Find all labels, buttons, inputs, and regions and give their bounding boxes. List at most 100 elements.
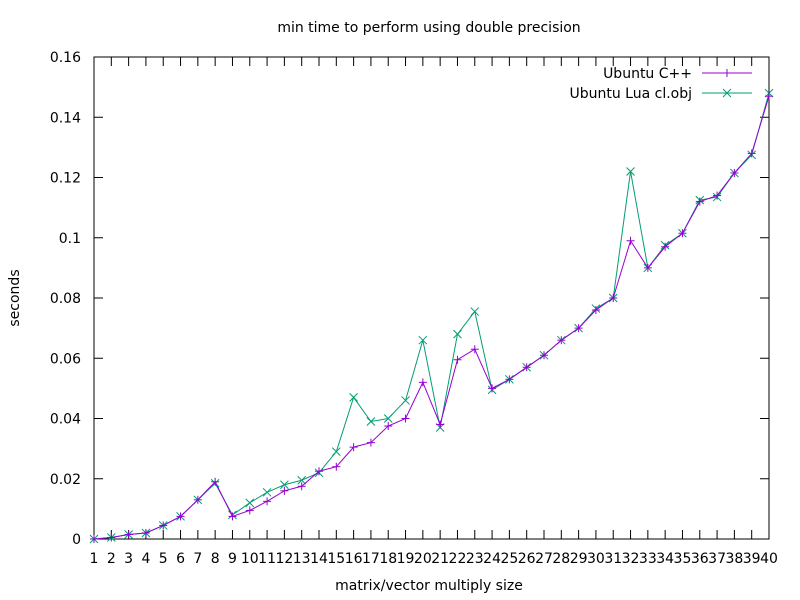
x-tick-label: 24 — [483, 551, 501, 567]
legend-label: Ubuntu C++ — [603, 66, 692, 82]
data-point — [401, 396, 410, 405]
x-axis-title: matrix/vector multiply size — [335, 578, 523, 594]
x-tick-label: 34 — [656, 551, 674, 567]
x-tick-label: 13 — [293, 551, 311, 567]
x-tick-label: 30 — [587, 551, 605, 567]
data-point — [124, 530, 133, 539]
x-tick-label: 39 — [743, 551, 761, 567]
x-tick-label: 10 — [241, 551, 259, 567]
legend-marker — [722, 88, 732, 98]
x-tick-label: 26 — [518, 551, 536, 567]
x-tick-label: 23 — [466, 551, 484, 567]
series-0 — [90, 92, 773, 543]
data-point — [695, 197, 704, 206]
data-point — [436, 420, 445, 429]
x-tick-label: 2 — [107, 551, 116, 567]
data-point — [591, 306, 600, 315]
data-point — [453, 355, 462, 364]
data-point — [297, 475, 307, 485]
data-point — [643, 263, 652, 272]
data-point — [262, 487, 272, 497]
x-tick-label: 21 — [431, 551, 449, 567]
y-tick-label: 0.16 — [50, 50, 81, 66]
y-tick-label: 0.1 — [59, 231, 81, 247]
y-axis: 0 0.02 0.04 0.06 0.08 0.1 0.12 0.14 0.16 — [50, 50, 769, 548]
data-point — [297, 482, 306, 491]
legend-label: Ubuntu Lua cl.obj — [569, 86, 692, 102]
x-tick-label: 7 — [193, 551, 202, 567]
x-tick-label: 5 — [159, 551, 168, 567]
data-point — [488, 384, 497, 393]
data-point — [332, 462, 341, 471]
data-point — [315, 467, 323, 476]
data-point — [384, 422, 393, 431]
x-tick-label: 11 — [258, 551, 276, 567]
x-tick-label: 25 — [500, 551, 518, 567]
data-point — [678, 229, 687, 238]
legend: Ubuntu C++ Ubuntu Lua cl.obj — [569, 66, 752, 102]
data-point — [401, 414, 410, 423]
y-tick-label: 0.06 — [50, 351, 81, 367]
x-tick-label: 19 — [397, 551, 415, 567]
series-line-0 — [93, 96, 770, 540]
data-point — [522, 363, 531, 372]
data-point — [245, 506, 254, 515]
x-tick-label: 31 — [604, 551, 622, 567]
data-point — [505, 375, 514, 384]
data-point — [331, 447, 341, 456]
data-point — [661, 242, 670, 251]
y-tick-label: 0.08 — [50, 291, 81, 307]
x-tick-label: 29 — [570, 551, 588, 567]
x-tick-label: 32 — [622, 551, 640, 567]
data-point — [418, 335, 428, 345]
data-point — [366, 438, 375, 447]
x-tick-label: 33 — [639, 551, 657, 567]
y-tick-label: 0.14 — [50, 110, 81, 126]
data-point — [176, 512, 185, 521]
data-point — [228, 512, 237, 521]
y-tick-label: 0.04 — [50, 412, 81, 428]
x-tick-label: 27 — [535, 551, 553, 567]
data-point — [730, 168, 739, 177]
data-point — [193, 495, 202, 504]
series-line-1 — [93, 93, 770, 540]
data-point — [349, 393, 358, 402]
x-tick-label: 12 — [275, 551, 293, 567]
y-tick-label: 0 — [72, 532, 81, 548]
x-tick-label: 6 — [176, 551, 185, 567]
data-point — [574, 324, 583, 333]
series-layer — [89, 88, 774, 544]
data-point — [90, 535, 98, 543]
data-point — [141, 528, 150, 537]
data-point — [626, 236, 635, 245]
x-tick-label: 9 — [228, 551, 237, 567]
x-tick-label: 28 — [552, 551, 570, 567]
x-tick-label: 35 — [674, 551, 692, 567]
x-tick-label: 1 — [90, 551, 99, 567]
data-point — [609, 294, 618, 302]
legend-marker — [723, 69, 731, 77]
x-tick-label: 40 — [760, 551, 778, 567]
x-tick-label: 17 — [362, 551, 380, 567]
data-point — [211, 477, 220, 486]
data-point — [107, 533, 116, 542]
x-tick-label: 36 — [691, 551, 709, 567]
data-point — [159, 521, 168, 530]
data-point — [280, 480, 289, 490]
x-tick-label: 16 — [345, 551, 363, 567]
x-tick-label: 15 — [327, 551, 345, 567]
x-tick-label: 37 — [708, 551, 726, 567]
series-1 — [89, 88, 774, 544]
data-point — [263, 497, 272, 506]
x-tick-label: 20 — [414, 551, 432, 567]
y-tick-label: 0.12 — [50, 171, 81, 187]
data-point — [540, 351, 548, 360]
x-tick-label: 22 — [449, 551, 467, 567]
x-axis: 1 2 3 4 5 6 7 8 9 10 11 12 13 14 15 16 17 18 19 20 21 22 23 24 2… — [90, 57, 778, 567]
data-point — [470, 307, 480, 316]
data-point — [349, 443, 358, 452]
y-tick-label: 0.02 — [50, 472, 81, 488]
data-point — [626, 167, 635, 176]
data-point — [383, 414, 393, 423]
